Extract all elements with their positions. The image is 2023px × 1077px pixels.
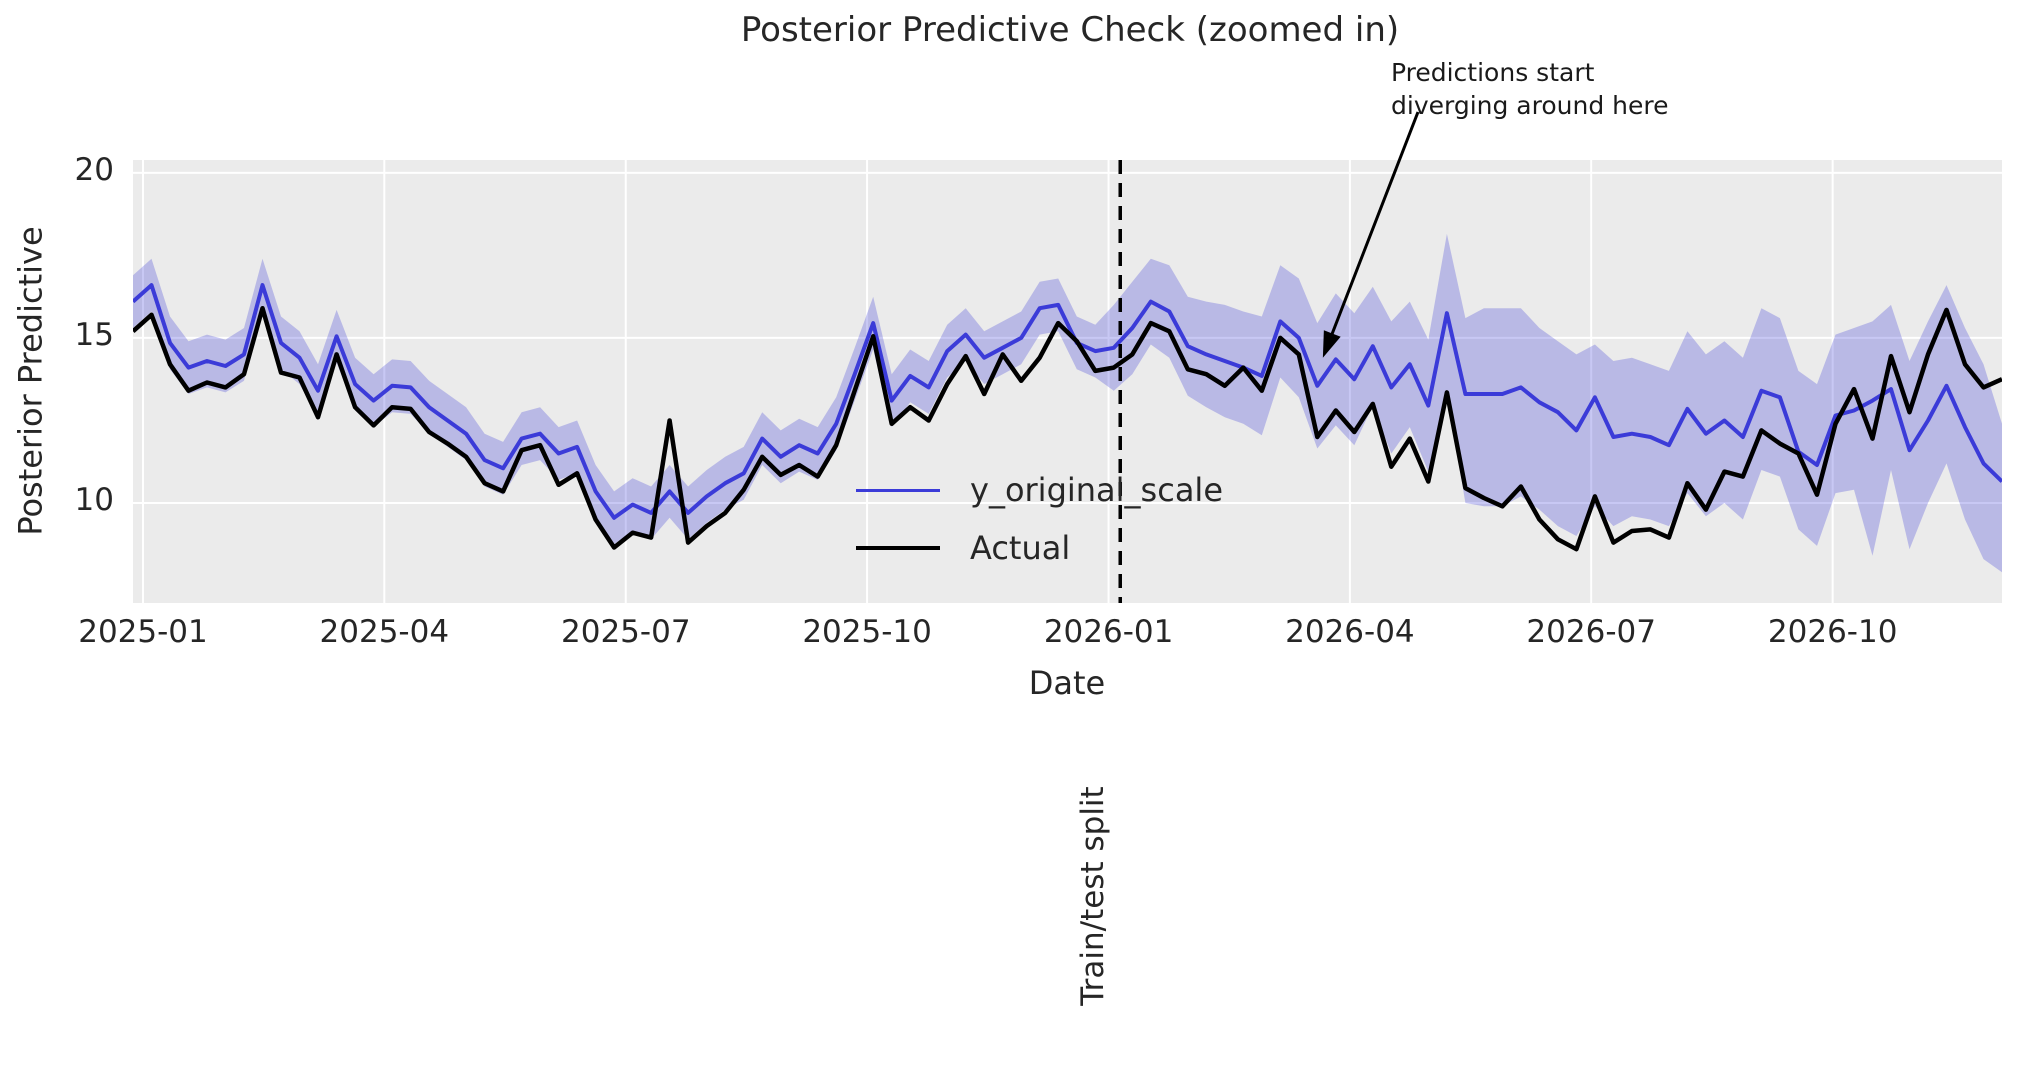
x-tick-label: 2026-01 bbox=[1043, 614, 1174, 650]
train-test-split-label: Train/test split bbox=[1075, 786, 1111, 1006]
y-axis-label: Posterior Predictive bbox=[11, 226, 50, 536]
legend-label: y_original_scale bbox=[970, 471, 1223, 509]
y-tick-label: 15 bbox=[74, 316, 114, 353]
y-tick-label: 10 bbox=[74, 481, 114, 518]
y-tick-label: 20 bbox=[74, 151, 114, 188]
plot-background bbox=[133, 160, 2002, 603]
x-tick-label: 2025-07 bbox=[561, 614, 691, 650]
x-tick-label: 2025-10 bbox=[802, 614, 932, 650]
legend-label: Actual bbox=[970, 529, 1071, 567]
legend-line-swatch bbox=[856, 488, 940, 492]
legend-line-swatch bbox=[856, 546, 940, 550]
x-tick-label: 2026-04 bbox=[1285, 614, 1415, 650]
diverging-annotation: Predictions start diverging around here bbox=[1391, 56, 1669, 122]
legend-entry: Actual bbox=[856, 526, 1223, 570]
x-tick-label: 2026-10 bbox=[1767, 614, 1898, 650]
x-axis-label: Date bbox=[1028, 664, 1106, 702]
x-tick-label: 2026-07 bbox=[1526, 614, 1656, 650]
chart-legend: y_original_scale Actual bbox=[856, 468, 1223, 584]
legend-entry: y_original_scale bbox=[856, 468, 1223, 512]
x-tick-label: 2025-01 bbox=[78, 614, 208, 650]
credible-interval-band bbox=[133, 233, 2002, 573]
annotation-line-2: diverging around here bbox=[1391, 91, 1669, 120]
series-line-Actual bbox=[133, 305, 2002, 552]
annotation-arrowhead bbox=[1322, 330, 1341, 358]
annotation-line-1: Predictions start bbox=[1391, 58, 1595, 87]
series-line-y_original_scale bbox=[133, 283, 2002, 520]
x-tick-label: 2025-04 bbox=[319, 614, 450, 650]
chart-title: Posterior Predictive Check (zoomed in) bbox=[740, 10, 1400, 50]
annotation-arrow-line bbox=[1327, 111, 1420, 344]
